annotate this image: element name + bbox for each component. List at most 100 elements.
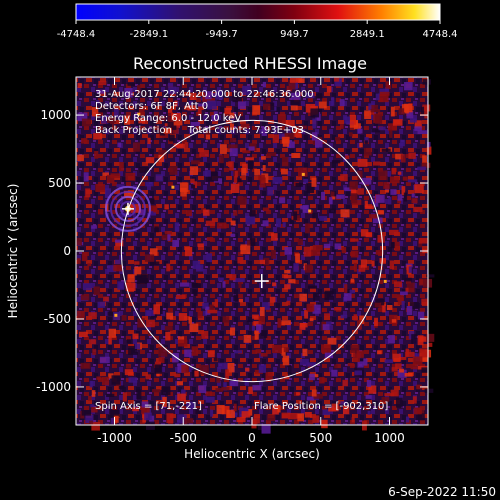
image-speckle	[365, 232, 373, 238]
image-speckle	[379, 91, 390, 96]
image-speckle	[132, 407, 139, 412]
image-speckle	[164, 326, 173, 331]
image-speckle	[306, 303, 315, 312]
image-speckle	[167, 120, 177, 130]
image-speckle	[305, 223, 310, 234]
image-speckle	[127, 82, 135, 86]
image-speckle	[237, 256, 244, 264]
image-speckle	[342, 379, 348, 387]
image-speckle	[406, 305, 413, 316]
image-speckle	[377, 234, 385, 243]
image-speckle	[232, 96, 242, 103]
image-speckle	[96, 89, 105, 94]
image-speckle	[281, 156, 289, 167]
image-speckle	[166, 413, 174, 424]
y-tick-label: -500	[44, 312, 71, 326]
image-speckle	[282, 222, 286, 228]
bright-pixel	[383, 279, 387, 283]
image-speckle	[409, 118, 417, 123]
info-line: Back Projection Total counts: 7.93E+03	[95, 125, 304, 136]
colorbar-labels: -4748.4 -2849.1 -949.7 949.7 2849.1 4748.4	[57, 29, 458, 40]
image-speckle	[282, 355, 290, 366]
info-text: 31-Aug-2017 22:44:20.000 to 22:46:36.000…	[95, 89, 314, 136]
image-speckle	[281, 412, 291, 419]
image-speckle	[313, 292, 320, 301]
image-speckle	[375, 298, 385, 306]
plot-area	[75, 76, 435, 434]
image-speckle	[198, 103, 205, 107]
image-speckle	[167, 231, 171, 241]
image-speckle	[82, 252, 88, 262]
image-speckle	[397, 369, 407, 378]
image-speckle	[156, 373, 160, 377]
image-speckle	[331, 96, 335, 106]
image-speckle	[92, 348, 97, 355]
image-speckle	[262, 165, 266, 172]
image-speckle	[229, 380, 239, 387]
image-speckle	[204, 170, 211, 177]
image-speckle	[272, 282, 277, 287]
image-speckle	[313, 393, 323, 399]
image-speckle	[218, 277, 224, 282]
image-speckle	[87, 263, 92, 267]
image-speckle	[289, 78, 300, 83]
image-speckle	[209, 304, 214, 313]
image-speckle	[272, 134, 280, 144]
image-speckle	[277, 318, 282, 328]
image-speckle	[110, 122, 114, 127]
image-speckle	[331, 160, 341, 164]
image-speckle	[80, 294, 90, 301]
x-tick-label: 0	[248, 431, 256, 445]
image-speckle	[375, 194, 385, 203]
colorbar-tick-label: 949.7	[280, 29, 309, 40]
image-speckle	[216, 404, 225, 415]
bright-pixel	[308, 209, 312, 213]
image-speckle	[215, 387, 224, 392]
image-speckle	[93, 133, 103, 140]
image-speckle	[186, 401, 196, 409]
image-speckle	[358, 264, 366, 272]
image-speckle	[145, 421, 155, 430]
image-speckle	[384, 359, 393, 364]
image-speckle	[171, 112, 181, 121]
image-speckle	[82, 283, 92, 291]
image-speckle	[334, 243, 342, 250]
colorbar-tick-label: -949.7	[205, 29, 237, 40]
image-speckle	[91, 390, 96, 397]
image-blobs	[76, 77, 435, 434]
image-speckle	[227, 362, 235, 373]
image-speckle	[163, 127, 172, 134]
image-speckle	[370, 108, 381, 113]
image-speckle	[263, 103, 272, 110]
image-speckle	[406, 282, 415, 293]
image-speckle	[247, 240, 251, 246]
image-speckle	[372, 217, 383, 224]
image-speckle	[396, 294, 404, 301]
image-speckle	[256, 324, 262, 333]
image-speckle	[353, 262, 357, 272]
image-speckle	[205, 396, 215, 403]
image-speckle	[350, 250, 359, 258]
image-speckle	[382, 304, 386, 313]
image-speckle	[298, 125, 308, 129]
image-speckle	[224, 107, 232, 114]
image-speckle	[360, 229, 369, 237]
image-speckle	[241, 167, 247, 176]
image-speckle	[295, 183, 303, 187]
image-speckle	[134, 266, 142, 276]
image-speckle	[77, 258, 81, 264]
image-speckle	[167, 82, 174, 87]
image-speckle	[91, 107, 99, 117]
image-speckle	[193, 289, 198, 296]
image-speckle	[309, 318, 314, 322]
image-speckle	[149, 211, 156, 216]
image-speckle	[386, 305, 393, 311]
image-speckle	[153, 206, 158, 213]
image-speckle	[331, 369, 338, 377]
image-speckle	[233, 174, 238, 184]
image-speckle	[164, 204, 169, 210]
image-speckle	[181, 364, 189, 373]
image-speckle	[81, 118, 91, 127]
image-speckle	[359, 315, 365, 325]
image-speckle	[374, 114, 383, 124]
